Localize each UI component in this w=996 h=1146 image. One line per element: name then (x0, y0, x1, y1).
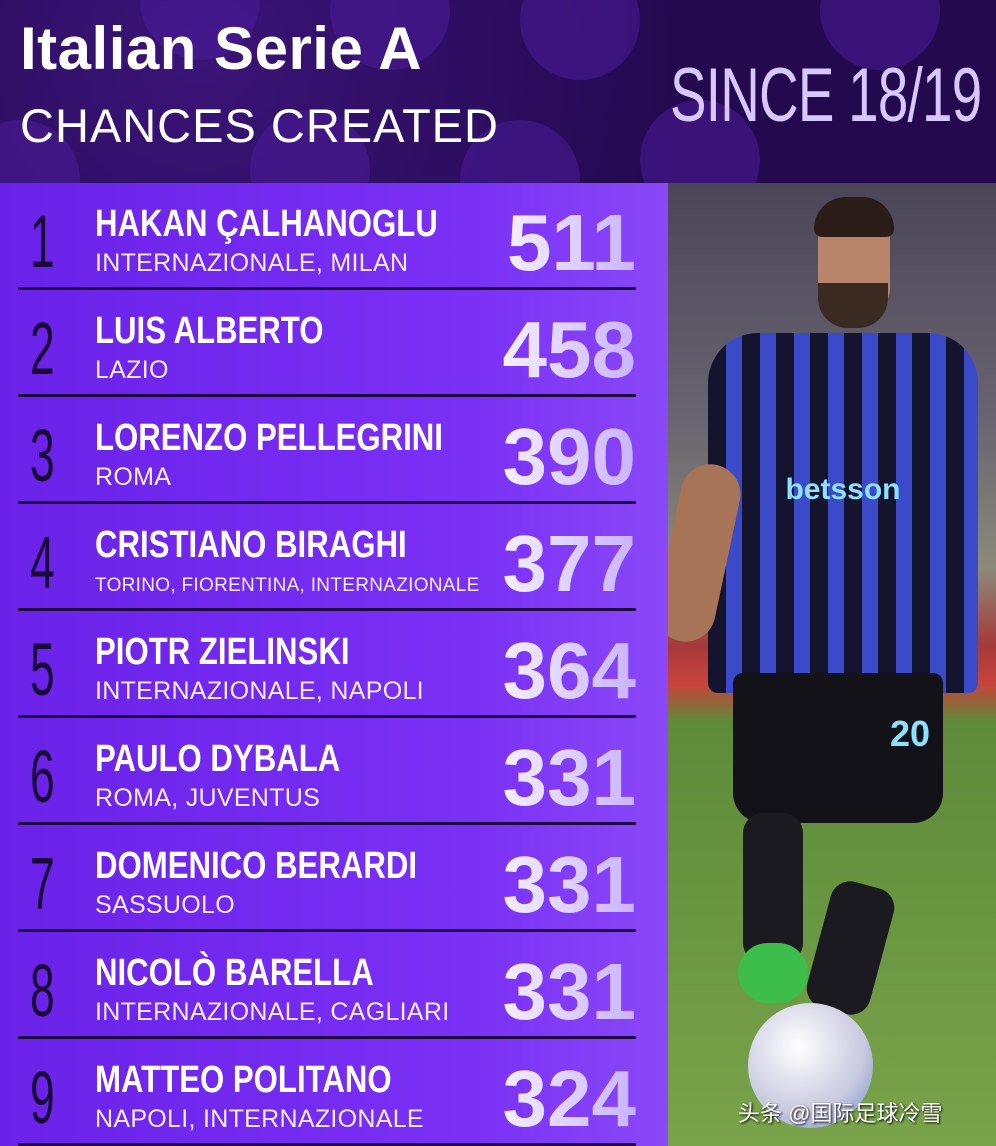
football (748, 1003, 873, 1128)
ranking-row: 1 HAKAN ÇALHANOGLU INTERNAZIONALE, MILAN… (0, 183, 668, 290)
watermark: 头条 @国际足球冷雪 (738, 1101, 943, 1126)
player-name: DOMENICO BERARDI (95, 845, 418, 887)
header: Italian Serie A CHANCES CREATED SINCE 18… (0, 0, 996, 183)
player-name: PIOTR ZIELINSKI (95, 631, 350, 673)
ranking-row: 9 MATTEO POLITANO NAPOLI, INTERNAZIONALE… (0, 1039, 668, 1146)
row-divider (18, 287, 636, 290)
player-clubs: NAPOLI, INTERNAZIONALE (95, 1105, 424, 1133)
chances-value: 324 (502, 1054, 636, 1143)
row-divider (18, 608, 636, 611)
chances-value: 331 (502, 733, 636, 822)
rank-number: 6 (30, 735, 55, 818)
player-name: LUIS ALBERTO (95, 310, 324, 352)
player-clubs: INTERNAZIONALE, CAGLIARI (95, 998, 450, 1026)
row-divider (18, 715, 636, 718)
rank-number: 7 (30, 842, 55, 925)
rank-number: 8 (30, 949, 55, 1032)
player-clubs: LAZIO (95, 356, 169, 384)
player-name: NICOLÒ BARELLA (95, 952, 374, 994)
player-name: LORENZO PELLEGRINI (95, 417, 443, 459)
chances-value: 331 (502, 947, 636, 1036)
shirt-number: 20 (890, 713, 931, 754)
since-label: SINCE 18/19 (670, 53, 982, 138)
ranking-row: 6 PAULO DYBALA ROMA, JUVENTUS 331 (0, 718, 668, 825)
player-name: CRISTIANO BIRAGHI (95, 524, 407, 566)
chances-value: 331 (502, 840, 636, 929)
player-name: HAKAN ÇALHANOGLU (95, 203, 438, 245)
row-divider (18, 501, 636, 504)
chances-value: 458 (502, 305, 636, 394)
chances-value: 511 (506, 198, 636, 287)
rank-number: 9 (30, 1056, 55, 1139)
player-name: PAULO DYBALA (95, 738, 341, 780)
chances-value: 364 (502, 626, 636, 715)
row-divider (18, 1143, 636, 1146)
row-divider (18, 1036, 636, 1039)
ranking-row: 4 CRISTIANO BIRAGHI TORINO, FIORENTINA, … (0, 504, 668, 611)
rank-number: 1 (30, 200, 55, 283)
rank-number: 2 (30, 307, 55, 390)
player-clubs: INTERNAZIONALE, MILAN (95, 249, 409, 277)
page-title: Italian Serie A (20, 15, 423, 82)
chances-value: 377 (502, 519, 636, 608)
player-name: MATTEO POLITANO (95, 1059, 392, 1101)
page-subtitle: CHANCES CREATED (20, 99, 499, 152)
player-clubs: ROMA (95, 463, 172, 491)
ranking-row: 7 DOMENICO BERARDI SASSUOLO 331 (0, 825, 668, 932)
chances-value: 390 (502, 412, 636, 501)
ranking-row: 5 PIOTR ZIELINSKI INTERNAZIONALE, NAPOLI… (0, 611, 668, 718)
row-divider (18, 822, 636, 825)
ranking-row: 2 LUIS ALBERTO LAZIO 458 (0, 290, 668, 397)
rank-number: 4 (30, 521, 55, 604)
ranking-row: 3 LORENZO PELLEGRINI ROMA 390 (0, 397, 668, 504)
ranking-row: 8 NICOLÒ BARELLA INTERNAZIONALE, CAGLIAR… (0, 932, 668, 1039)
rank-number: 3 (30, 414, 55, 497)
ranking-list: 1 HAKAN ÇALHANOGLU INTERNAZIONALE, MILAN… (0, 183, 668, 1146)
player-clubs: TORINO, FIORENTINA, INTERNAZIONALE (95, 575, 480, 596)
sponsor-logo: betsson (785, 473, 901, 506)
row-divider (18, 394, 636, 397)
row-divider (18, 929, 636, 932)
rank-number: 5 (30, 628, 55, 711)
player-clubs: SASSUOLO (95, 891, 235, 919)
player-clubs: ROMA, JUVENTUS (95, 784, 321, 812)
player-photo: betsson 20 (668, 183, 996, 1146)
player-clubs: INTERNAZIONALE, NAPOLI (95, 677, 424, 705)
